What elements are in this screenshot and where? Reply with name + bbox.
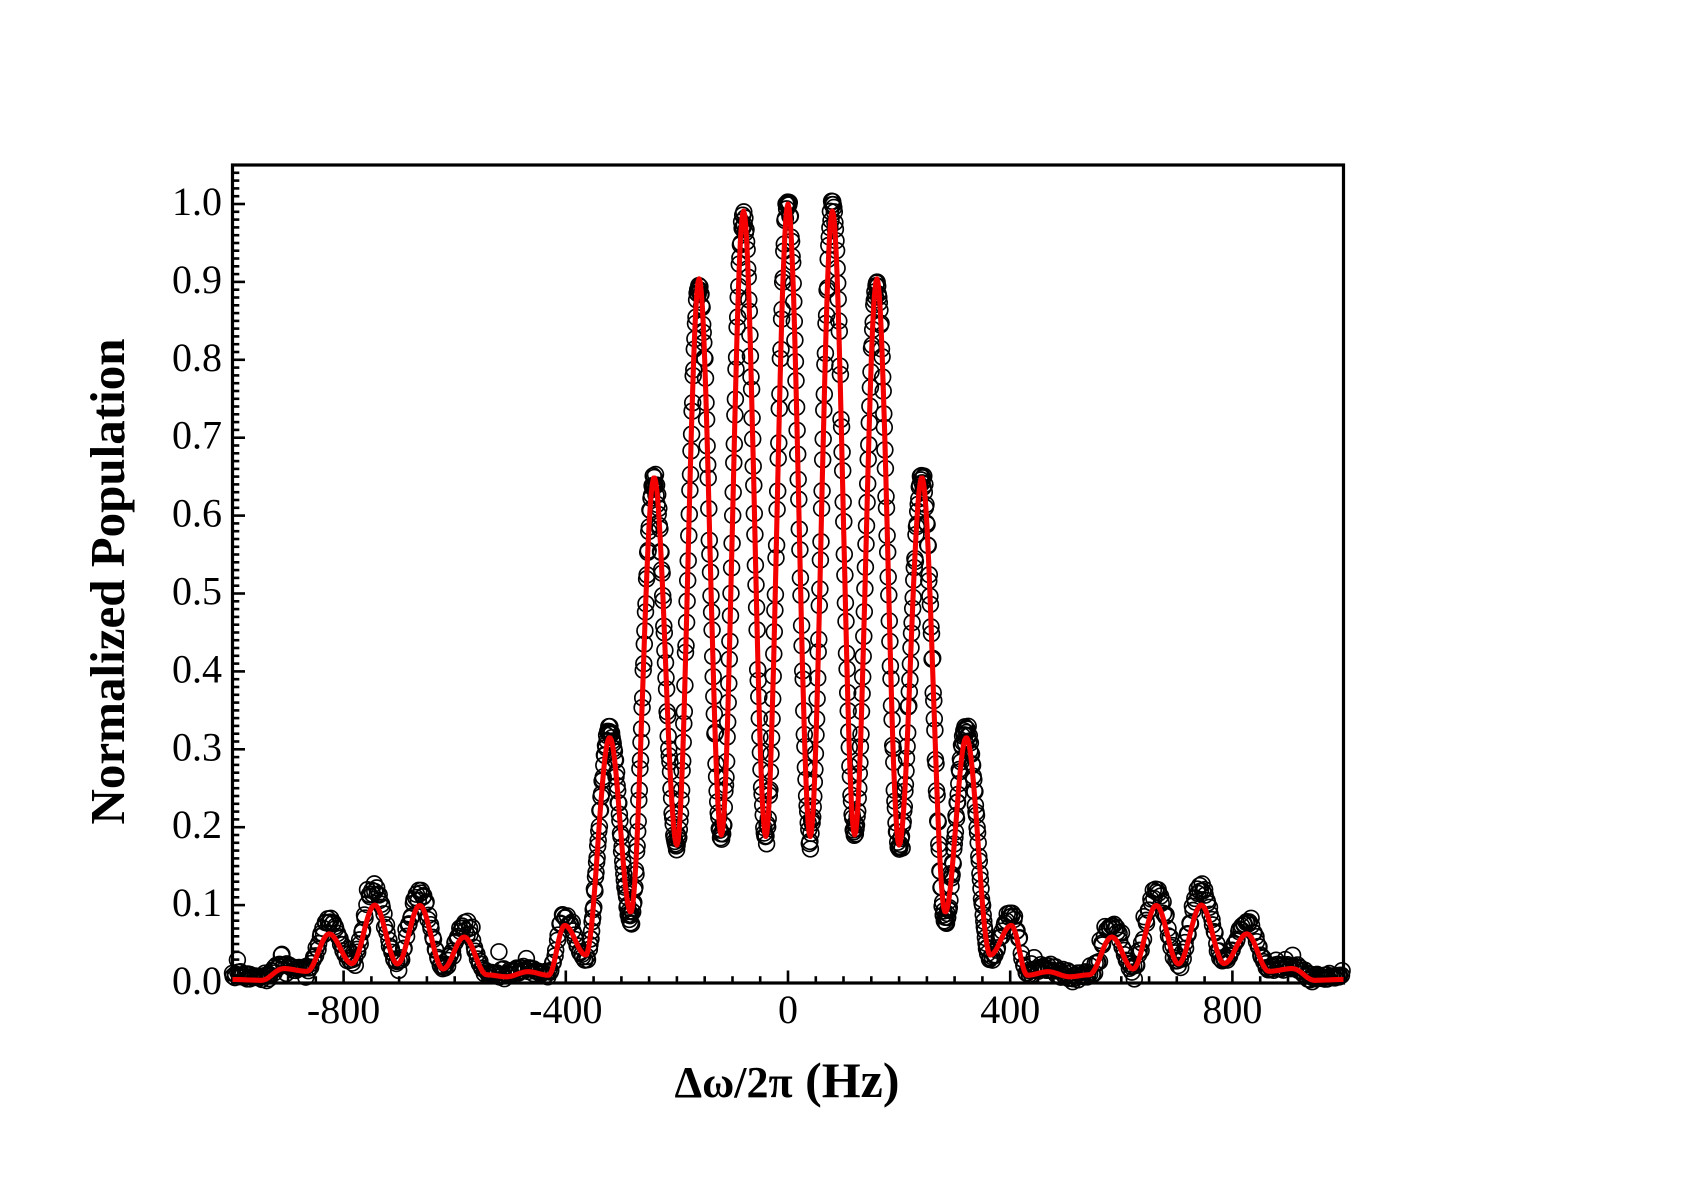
- svg-text:0.3: 0.3: [172, 724, 222, 769]
- svg-text:0.1: 0.1: [172, 880, 222, 925]
- svg-text:1.0: 1.0: [172, 179, 222, 224]
- svg-text:0.7: 0.7: [172, 413, 222, 458]
- svg-text:400: 400: [980, 987, 1040, 1032]
- svg-text:0.2: 0.2: [172, 802, 222, 847]
- svg-text:800: 800: [1202, 987, 1262, 1032]
- svg-text:0.6: 0.6: [172, 491, 222, 536]
- svg-text:-400: -400: [529, 987, 602, 1032]
- svg-text:0.9: 0.9: [172, 257, 222, 302]
- svg-text:0.4: 0.4: [172, 646, 222, 691]
- svg-text:0.0: 0.0: [172, 958, 222, 1003]
- svg-text:0.5: 0.5: [172, 569, 222, 614]
- svg-text:-800: -800: [307, 987, 380, 1032]
- svg-text:0.8: 0.8: [172, 335, 222, 380]
- svg-text:Normalized Population: Normalized Population: [80, 339, 135, 825]
- svg-text:0: 0: [778, 987, 798, 1032]
- svg-text:Δω/2π (Hz): Δω/2π (Hz): [675, 1052, 900, 1108]
